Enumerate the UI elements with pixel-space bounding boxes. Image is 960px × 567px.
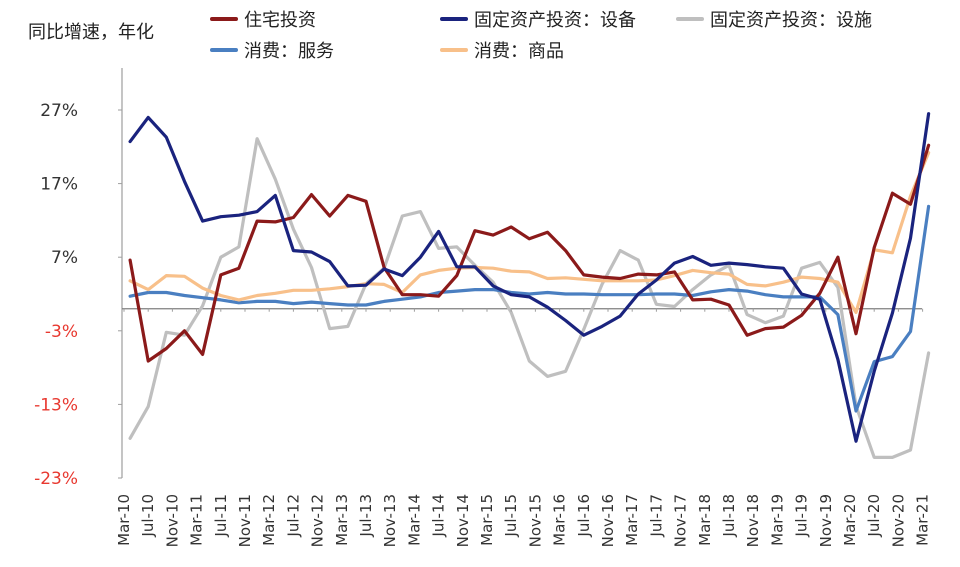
- x-tick-label: Jul-11: [212, 494, 230, 538]
- x-tick-label: Nov-20: [889, 494, 907, 547]
- y-tick-label: 27%: [40, 101, 78, 121]
- legend-label-residential: 住宅投资: [244, 10, 316, 31]
- legend-swatch-residential: [210, 17, 238, 21]
- x-tick-label: Jul-17: [647, 494, 665, 538]
- x-tick-label: Jul-16: [575, 494, 593, 538]
- x-tick-label: Nov-11: [236, 494, 254, 547]
- x-tick-label: Mar-18: [696, 494, 714, 546]
- x-tick-label: Mar-12: [260, 494, 278, 546]
- legend-label-structures: 固定资产投资：设施: [710, 10, 872, 31]
- x-tick-label: Jul-18: [720, 494, 738, 538]
- x-tick-label: Nov-19: [817, 494, 835, 547]
- x-tick-label: Mar-13: [333, 494, 351, 546]
- legend-swatch-services: [210, 48, 238, 52]
- x-tick-label: Nov-14: [454, 494, 472, 547]
- x-tick-label: Mar-19: [768, 494, 786, 546]
- y-tick-label: -23%: [34, 469, 78, 489]
- y-tick-label: -13%: [34, 395, 78, 415]
- legend-label-services: 消费：服务: [244, 41, 334, 62]
- x-tick-label: Mar-16: [551, 494, 569, 546]
- services-consumption-line: [128, 204, 931, 413]
- y-tick-label: -3%: [45, 322, 78, 342]
- legend-item-services: 消费：服务: [210, 37, 334, 63]
- x-tick-label: Jul-10: [139, 494, 157, 538]
- residential-investment-line: [128, 143, 931, 363]
- legend-item-equipment: 固定资产投资：设备: [440, 6, 636, 32]
- legend-swatch-equipment: [440, 17, 468, 21]
- x-tick-label: Jul-19: [793, 494, 811, 538]
- x-tick-label: Mar-11: [188, 494, 206, 546]
- x-tick-label: Mar-14: [405, 494, 423, 546]
- x-tick-label: Jul-20: [865, 494, 883, 538]
- x-tick-label: Nov-16: [599, 494, 617, 547]
- x-tick-label: Jul-13: [357, 494, 375, 538]
- x-tick-label: Nov-15: [526, 494, 544, 547]
- y-tick-label: 17%: [40, 175, 78, 195]
- legend-item-goods: 消费：商品: [440, 37, 564, 63]
- x-tick-label: Mar-21: [914, 494, 932, 546]
- legend-swatch-goods: [440, 48, 468, 52]
- y-axis-label: 同比增速，年化: [28, 22, 154, 43]
- legend-item-structures: 固定资产投资：设施: [676, 6, 872, 32]
- x-tick-label: Nov-18: [744, 494, 762, 547]
- x-tick-label: Jul-12: [284, 494, 302, 538]
- x-tick-label: Mar-15: [478, 494, 496, 546]
- x-tick-label: Nov-17: [672, 494, 690, 547]
- x-tick-label: Nov-10: [163, 494, 181, 547]
- x-tick-label: Nov-13: [381, 494, 399, 547]
- x-tick-label: Mar-10: [115, 494, 133, 546]
- legend-label-equipment: 固定资产投资：设备: [474, 10, 636, 31]
- x-tick-label: Mar-17: [623, 494, 641, 546]
- legend-label-goods: 消费：商品: [474, 41, 564, 62]
- equipment-investment-line: [128, 112, 931, 443]
- x-tick-label: Nov-12: [309, 494, 327, 547]
- x-tick-label: Mar-20: [841, 494, 859, 546]
- legend-item-residential: 住宅投资: [210, 6, 316, 32]
- legend-swatch-structures: [676, 17, 704, 21]
- x-tick-label: Jul-14: [430, 494, 448, 538]
- goods-consumption-line: [128, 151, 931, 314]
- x-tick-label: Jul-15: [502, 494, 520, 538]
- y-tick-label: 7%: [51, 248, 78, 268]
